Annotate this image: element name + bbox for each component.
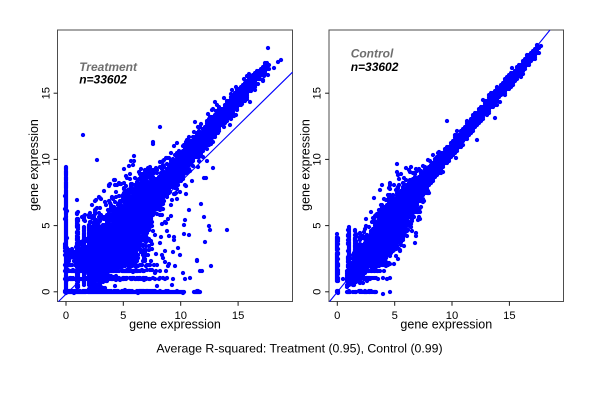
svg-text:n=33602: n=33602 xyxy=(79,72,127,86)
svg-text:10: 10 xyxy=(312,153,324,165)
svg-text:10: 10 xyxy=(446,310,458,322)
svg-text:15: 15 xyxy=(40,87,52,99)
svg-text:0: 0 xyxy=(63,310,69,322)
svg-text:15: 15 xyxy=(312,87,324,99)
svg-text:n=33602: n=33602 xyxy=(351,60,399,74)
svg-text:0: 0 xyxy=(312,289,324,295)
svg-text:5: 5 xyxy=(392,310,398,322)
svg-text:0: 0 xyxy=(40,289,52,295)
svg-text:Control: Control xyxy=(351,47,394,61)
svg-text:15: 15 xyxy=(232,310,244,322)
svg-text:0: 0 xyxy=(334,310,340,322)
svg-text:gene expression: gene expression xyxy=(27,119,41,211)
svg-text:gene expression: gene expression xyxy=(298,119,312,211)
svg-text:10: 10 xyxy=(40,153,52,165)
svg-text:gene expression: gene expression xyxy=(400,317,492,331)
svg-text:10: 10 xyxy=(174,310,186,322)
svg-text:Average R-squared: Treatment (: Average R-squared: Treatment (0.95), Con… xyxy=(156,342,442,356)
svg-text:Treatment: Treatment xyxy=(79,60,138,74)
svg-text:15: 15 xyxy=(503,310,515,322)
svg-text:gene expression: gene expression xyxy=(129,317,221,331)
svg-text:5: 5 xyxy=(40,222,52,228)
svg-text:5: 5 xyxy=(312,222,324,228)
svg-text:5: 5 xyxy=(120,310,126,322)
